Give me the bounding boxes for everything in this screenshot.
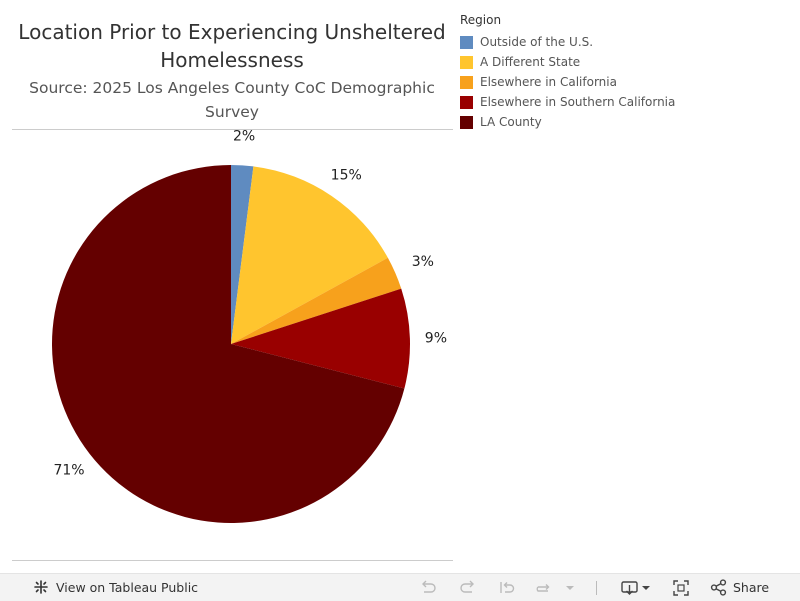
redo-icon[interactable] xyxy=(459,579,477,597)
pie-chart: 2% 15% 3% 9% 71% xyxy=(51,130,447,523)
legend-item-elsewhere-in-california[interactable]: Elsewhere in California xyxy=(460,72,675,92)
pie-slice-a-different-state[interactable] xyxy=(231,166,388,344)
download-icon[interactable] xyxy=(620,579,652,597)
chart-title: Location Prior to Experiencing Unshelter… xyxy=(18,20,446,72)
legend-label: Elsewhere in Southern California xyxy=(480,95,676,109)
title-divider xyxy=(12,129,453,130)
legend-label: Outside of the U.S. xyxy=(480,35,594,49)
share-button[interactable]: Share xyxy=(710,579,769,596)
legend-item-la-county[interactable]: LA County xyxy=(460,112,675,132)
pie-slice-elsewhere-in-california[interactable] xyxy=(231,257,402,344)
pie-label-a-different-state: 15% xyxy=(331,167,362,183)
legend-swatch xyxy=(460,35,473,49)
toolbar-separator xyxy=(596,581,597,595)
pie-slice-elsewhere-in-southern-california[interactable] xyxy=(231,288,410,389)
share-icon xyxy=(710,579,727,596)
undo-icon[interactable] xyxy=(419,579,437,597)
legend: Region Outside of the U.S. A Different St… xyxy=(460,13,675,132)
share-label: Share xyxy=(733,580,770,595)
refresh-icon[interactable] xyxy=(535,579,553,597)
legend-label: Elsewhere in California xyxy=(480,75,617,89)
pie-slice-outside-of-the-u-s[interactable] xyxy=(231,165,254,344)
legend-swatch xyxy=(460,75,473,89)
legend-title: Region xyxy=(460,13,502,27)
legend-item-a-different-state[interactable]: A Different State xyxy=(460,52,675,72)
view-on-tableau-public-label: View on Tableau Public xyxy=(56,579,199,595)
pie-slice-la-county[interactable] xyxy=(51,165,405,523)
legend-swatch xyxy=(460,95,473,109)
legend-swatch xyxy=(460,115,473,129)
legend-label: A Different State xyxy=(480,55,581,69)
refresh-dropdown-chevron-icon[interactable] xyxy=(564,579,576,597)
legend-label: LA County xyxy=(480,115,542,129)
revert-icon[interactable] xyxy=(498,579,516,597)
chart-bottom-divider xyxy=(12,560,453,561)
chart-subtitle: Source: 2025 Los Angeles County CoC Demo… xyxy=(29,79,435,121)
pie-label-la-county: 71% xyxy=(53,463,84,479)
tableau-logo-icon xyxy=(34,580,48,594)
view-on-tableau-public-link[interactable]: View on Tableau Public xyxy=(33,579,198,595)
legend-swatch xyxy=(460,55,473,69)
title-block: Location Prior to Experiencing Unshelter… xyxy=(12,18,452,124)
tableau-toolbar: View on Tableau Public xyxy=(0,573,800,601)
pie-label-elsewhere-in-southern-california: 9% xyxy=(425,331,447,347)
fullscreen-icon[interactable] xyxy=(672,579,690,597)
legend-item-elsewhere-in-southern-california[interactable]: Elsewhere in Southern California xyxy=(460,92,675,112)
pie-label-elsewhere-in-california: 3% xyxy=(412,254,434,270)
legend-item-outside-of-the-u-s[interactable]: Outside of the U.S. xyxy=(460,32,675,52)
pie-label-outside-of-the-u-s: 2% xyxy=(233,130,255,144)
